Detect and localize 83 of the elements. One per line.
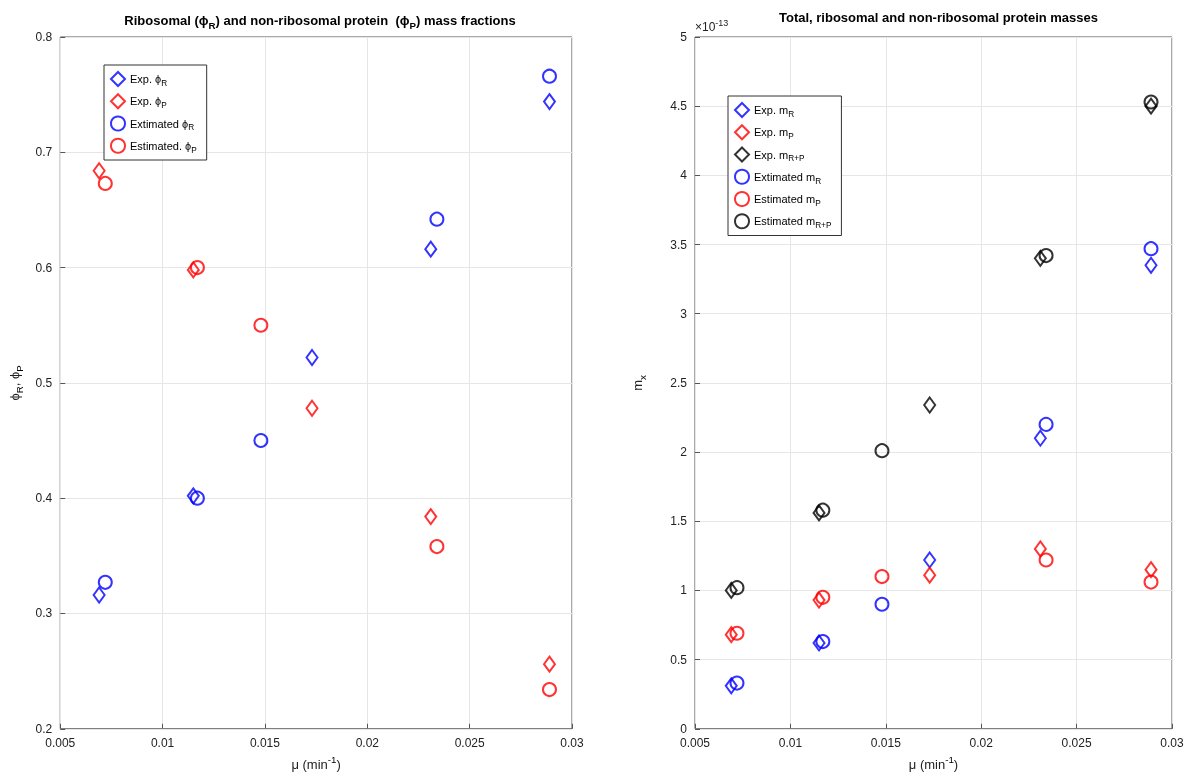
- point: [429, 539, 445, 555]
- point: [724, 626, 738, 644]
- point: [874, 596, 890, 612]
- point: [729, 625, 745, 641]
- point: [189, 490, 205, 506]
- x-tick-label: 0.02: [355, 735, 380, 750]
- x-tick-label: 0.01: [778, 735, 803, 750]
- x-tick-label: 0.03: [560, 735, 584, 750]
- x-tick-label: 0.02: [969, 735, 994, 750]
- point: [1144, 561, 1158, 579]
- point: [1038, 416, 1054, 432]
- point: [874, 569, 890, 585]
- point: [97, 175, 113, 191]
- point: [1143, 94, 1159, 110]
- point: [1033, 429, 1047, 447]
- y-tick-label: 0.5: [670, 652, 688, 667]
- y-tick-label: 3.5: [670, 237, 688, 252]
- y-tick-label: 5: [680, 30, 688, 44]
- point: [815, 634, 831, 650]
- point: [424, 240, 438, 258]
- y-tick-label: 0: [680, 721, 688, 736]
- x-tick-label: 0.005: [679, 735, 711, 750]
- point: [305, 349, 319, 367]
- point: [815, 502, 831, 518]
- point: [923, 566, 937, 584]
- point: [542, 68, 557, 84]
- y-tick-label: 4: [680, 168, 688, 183]
- point: [542, 655, 556, 673]
- point: [542, 682, 557, 698]
- y-tick-label: 0.4: [35, 491, 53, 506]
- y-tick-label: 1: [680, 583, 688, 598]
- x-tick-label: 0.01: [150, 735, 175, 750]
- point: [1144, 97, 1158, 115]
- point: [729, 580, 745, 596]
- point: [305, 399, 319, 417]
- point: [815, 589, 831, 605]
- y-tick-label: 3: [680, 306, 688, 321]
- y-tick-label: 0.5: [35, 375, 53, 390]
- point: [1038, 552, 1054, 568]
- y-tick-label: 2: [680, 445, 688, 460]
- x-tick-label: 0.005: [45, 735, 76, 750]
- point: [812, 634, 826, 652]
- x-tick-label: 0.025: [454, 735, 485, 750]
- point: [729, 675, 745, 691]
- point: [812, 504, 826, 522]
- point: [92, 162, 106, 180]
- point: [1143, 574, 1159, 590]
- y-tick-label: 1.5: [670, 514, 688, 529]
- y-tick-label: 0.7: [35, 145, 53, 160]
- point: [542, 93, 556, 111]
- point: [1033, 540, 1047, 558]
- point: [429, 211, 445, 227]
- point: [186, 487, 200, 505]
- point: [1038, 248, 1054, 264]
- point: [923, 396, 937, 414]
- y-tick-label: 2.5: [670, 375, 688, 390]
- point: [92, 586, 106, 604]
- y-axis-title: ϕR, ϕP: [7, 365, 25, 401]
- point: [874, 443, 890, 459]
- x-tick-label: 0.025: [1061, 735, 1092, 750]
- point: [1144, 256, 1158, 274]
- point: [424, 508, 438, 526]
- x-tick-label: 0.015: [870, 735, 902, 750]
- y-axis-title: mx: [629, 374, 648, 391]
- point: [189, 260, 205, 276]
- point: [724, 581, 738, 599]
- y-tick-label: 0.6: [35, 260, 53, 275]
- x-tick-label: 0.015: [249, 735, 281, 750]
- point: [253, 317, 269, 333]
- point: [1033, 249, 1047, 267]
- point: [1143, 241, 1159, 257]
- x-tick-label: 0.03: [1160, 735, 1184, 750]
- point: [923, 551, 937, 569]
- point: [97, 574, 113, 590]
- y-tick-label: 0.3: [35, 606, 53, 621]
- point: [253, 433, 269, 449]
- chart-title: Total, ribosomal and non-ribosomal protein masses: [778, 10, 1099, 25]
- y-tick-label: 4.5: [670, 99, 688, 114]
- point: [724, 677, 738, 695]
- point: [186, 261, 200, 279]
- point: [812, 591, 826, 609]
- y-tick-label: 0.8: [35, 30, 53, 44]
- y-tick-label: 0.2: [35, 721, 53, 736]
